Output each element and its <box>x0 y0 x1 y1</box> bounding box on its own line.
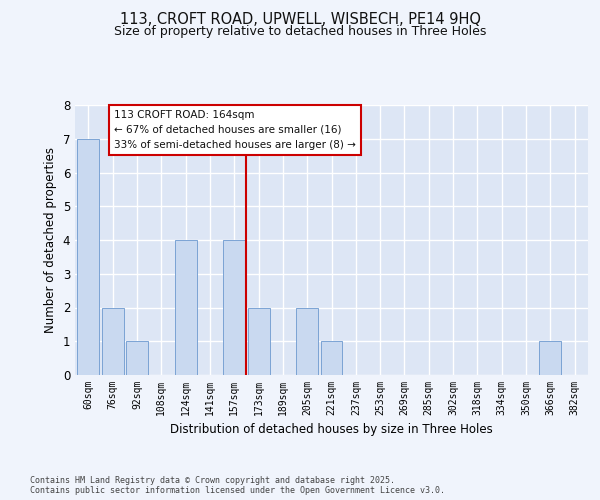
Text: 113, CROFT ROAD, UPWELL, WISBECH, PE14 9HQ: 113, CROFT ROAD, UPWELL, WISBECH, PE14 9… <box>119 12 481 28</box>
Bar <box>175 240 197 375</box>
Text: Size of property relative to detached houses in Three Holes: Size of property relative to detached ho… <box>114 25 486 38</box>
Bar <box>320 341 343 375</box>
Y-axis label: Number of detached properties: Number of detached properties <box>44 147 57 333</box>
Bar <box>77 138 100 375</box>
Bar <box>223 240 245 375</box>
Text: 113 CROFT ROAD: 164sqm
← 67% of detached houses are smaller (16)
33% of semi-det: 113 CROFT ROAD: 164sqm ← 67% of detached… <box>114 110 356 150</box>
Bar <box>539 341 561 375</box>
Bar <box>102 308 124 375</box>
Bar <box>248 308 269 375</box>
X-axis label: Distribution of detached houses by size in Three Holes: Distribution of detached houses by size … <box>170 424 493 436</box>
Text: Contains HM Land Registry data © Crown copyright and database right 2025.
Contai: Contains HM Land Registry data © Crown c… <box>30 476 445 495</box>
Bar <box>126 341 148 375</box>
Bar <box>296 308 318 375</box>
